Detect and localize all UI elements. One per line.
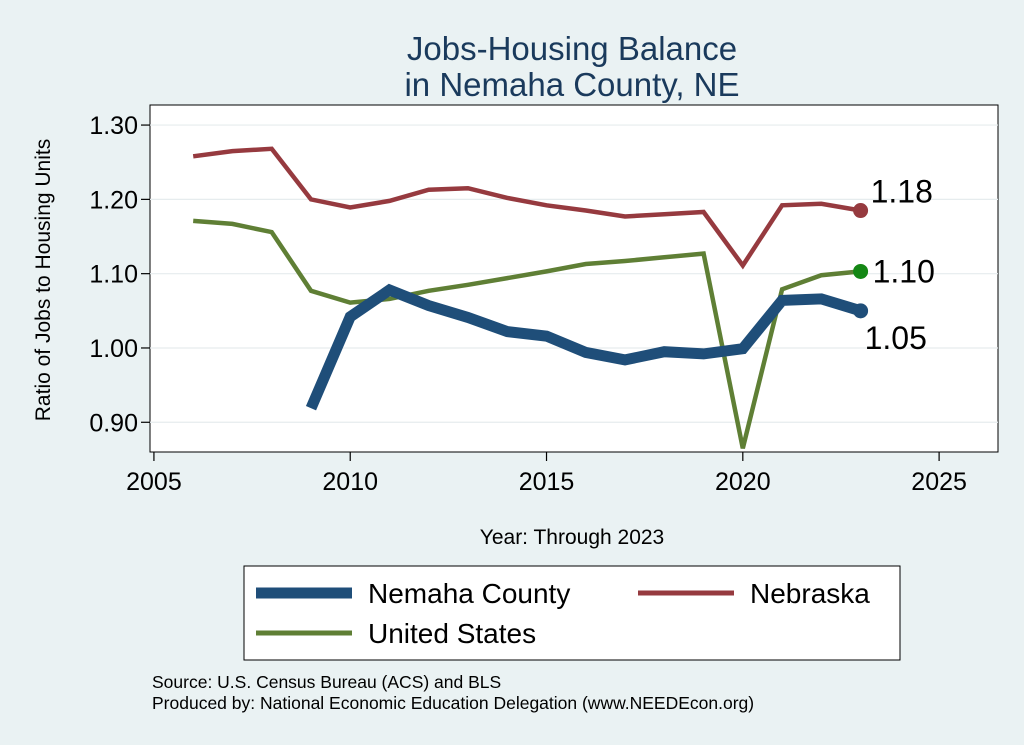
end-marker-nebraska (853, 203, 869, 219)
legend-label-nemaha-county: Nemaha County (368, 578, 570, 609)
end-marker-united-states (853, 263, 869, 279)
x-tick-label: 2025 (911, 468, 967, 496)
end-label-nemaha-county: 1.05 (865, 320, 927, 356)
y-axis-title: Ratio of Jobs to Housing Units (32, 139, 55, 421)
x-tick-label: 2015 (519, 468, 575, 496)
series-line-united-states (193, 218, 861, 449)
y-tick-label: 1.00 (89, 335, 138, 363)
series-line-nemaha-county (305, 283, 863, 411)
x-tick-label: 2010 (322, 468, 378, 496)
series-lines (192, 146, 863, 449)
legend-label-united-states: United States (368, 618, 536, 649)
end-label-united-states: 1.10 (873, 253, 935, 289)
end-markers: 1.18 1.10 1.05 (853, 174, 935, 356)
x-axis-title: Year: Through 2023 (480, 526, 665, 549)
y-tick-label: 1.20 (89, 186, 138, 214)
legend-label-nebraska: Nebraska (750, 578, 870, 609)
x-tick-label: 2020 (715, 468, 771, 496)
series-line-nebraska (192, 146, 861, 270)
axes: 0.90 1.00 1.10 1.20 1.30 2005 2010 2015 2020 2025 (89, 112, 967, 496)
chart-title-line-1: Jobs-Housing Balance (407, 30, 737, 67)
source-note: Source: U.S. Census Bureau (ACS) and BLS (152, 672, 501, 692)
plot-area (149, 104, 999, 453)
end-marker-nemaha-county (853, 303, 869, 319)
producer-note: Produced by: National Economic Education… (152, 693, 754, 713)
legend-box (243, 565, 901, 661)
y-tick-label: 0.90 (89, 409, 138, 437)
x-tick-label: 2005 (126, 468, 182, 496)
y-tick-label: 1.10 (89, 261, 138, 289)
y-tick-label: 1.30 (89, 112, 138, 140)
chart-title-line-2: in Nemaha County, NE (404, 66, 739, 103)
end-label-nebraska: 1.18 (871, 174, 933, 210)
